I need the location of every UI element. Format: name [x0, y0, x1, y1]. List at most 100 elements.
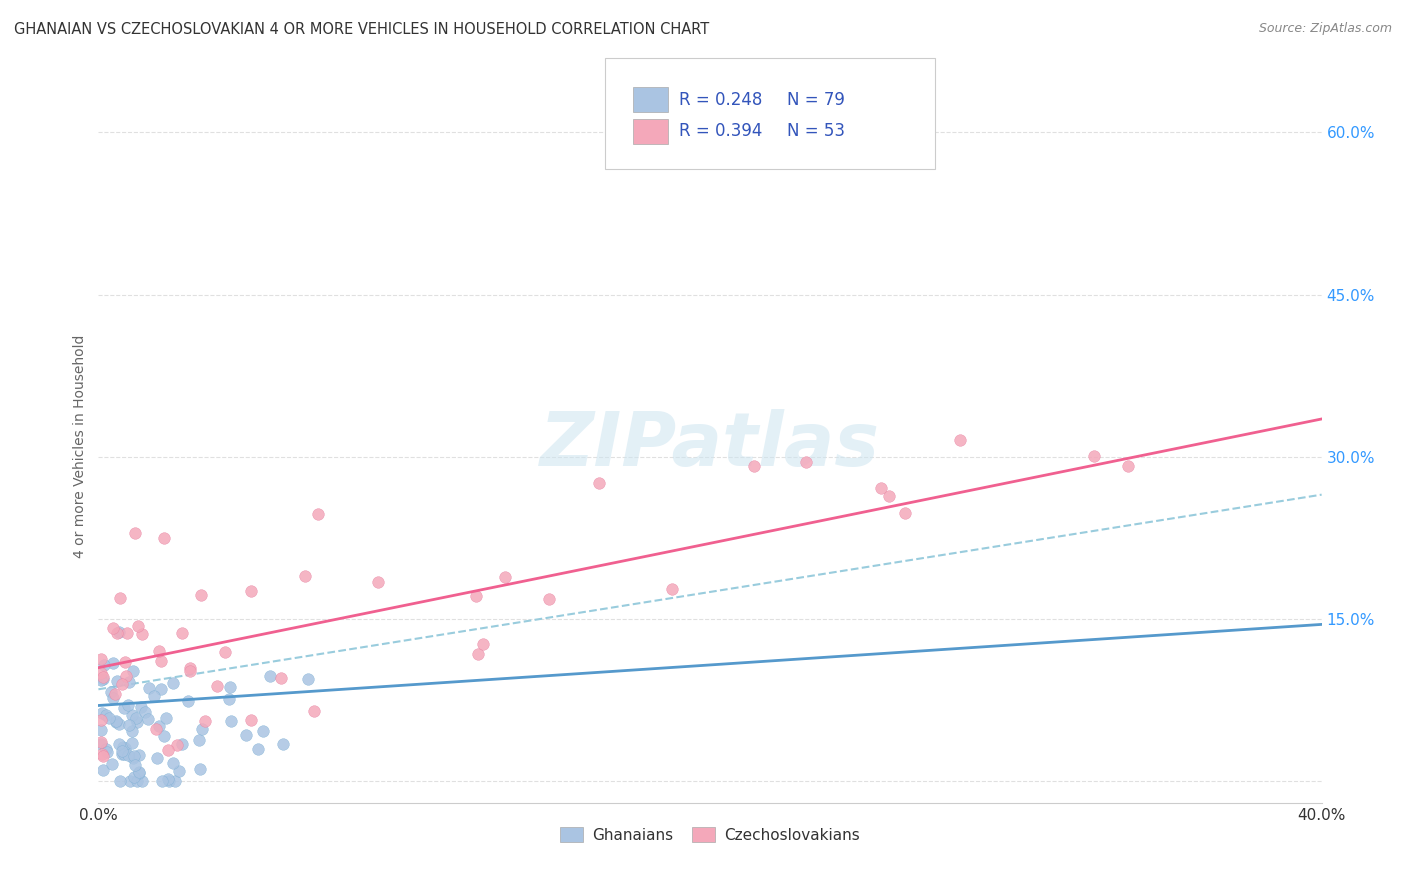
- Point: [114, 740, 136, 755]
- Point: [142, 690, 165, 704]
- Point: [90, 673, 112, 687]
- Point: [91, 749, 114, 764]
- Point: [100, 685, 122, 699]
- Point: [112, 700, 135, 714]
- Point: [190, 588, 212, 602]
- Point: [166, 738, 188, 752]
- Point: [1083, 449, 1105, 463]
- Point: [121, 664, 143, 678]
- Point: [124, 758, 146, 772]
- Point: [91, 670, 114, 684]
- Point: [101, 691, 124, 706]
- Point: [128, 747, 150, 762]
- Point: [114, 655, 136, 669]
- Point: [90, 723, 112, 737]
- Point: [157, 743, 180, 757]
- Point: [103, 622, 125, 636]
- Point: [188, 762, 211, 776]
- Point: [122, 748, 145, 763]
- Point: [157, 774, 180, 789]
- Point: [131, 627, 153, 641]
- Point: [90, 665, 112, 680]
- Point: [148, 644, 170, 658]
- Point: [117, 718, 139, 732]
- Text: R = 0.394: R = 0.394: [679, 122, 762, 140]
- Point: [121, 724, 143, 739]
- Point: [259, 668, 281, 682]
- Point: [128, 766, 150, 780]
- Point: [108, 591, 131, 606]
- Point: [125, 715, 148, 730]
- Point: [177, 694, 200, 708]
- Point: [893, 507, 915, 521]
- Point: [297, 672, 319, 686]
- Point: [138, 681, 160, 695]
- Point: [108, 717, 131, 731]
- Point: [170, 737, 193, 751]
- Point: [240, 584, 263, 599]
- Point: [148, 719, 170, 733]
- Point: [96, 708, 118, 723]
- Point: [117, 747, 139, 762]
- Point: [150, 681, 173, 696]
- Point: [105, 714, 128, 728]
- Text: GHANAIAN VS CZECHOSLOVAKIAN 4 OR MORE VEHICLES IN HOUSEHOLD CORRELATION CHART: GHANAIAN VS CZECHOSLOVAKIAN 4 OR MORE VE…: [14, 22, 709, 37]
- Point: [105, 626, 128, 640]
- Point: [108, 774, 131, 789]
- Point: [879, 489, 901, 503]
- Point: [155, 711, 177, 725]
- Point: [136, 712, 159, 726]
- Point: [127, 619, 149, 633]
- Point: [98, 711, 121, 725]
- Point: [100, 756, 122, 771]
- Point: [90, 713, 112, 727]
- Point: [270, 671, 292, 685]
- Text: ZIPatlas: ZIPatlas: [540, 409, 880, 483]
- Point: [91, 763, 114, 777]
- Point: [96, 745, 118, 759]
- Point: [167, 764, 190, 779]
- Point: [271, 737, 294, 751]
- Point: [367, 574, 389, 589]
- Point: [302, 704, 325, 718]
- Point: [110, 744, 132, 758]
- Point: [467, 647, 489, 661]
- Point: [949, 433, 972, 447]
- Point: [219, 714, 242, 729]
- Point: [794, 454, 817, 468]
- Point: [869, 481, 891, 495]
- Text: N = 79: N = 79: [787, 91, 845, 109]
- Point: [125, 774, 148, 789]
- Point: [90, 737, 112, 751]
- Point: [179, 664, 201, 678]
- Point: [742, 459, 765, 474]
- Point: [235, 728, 257, 742]
- Point: [294, 569, 316, 583]
- Point: [163, 774, 186, 789]
- Point: [91, 673, 114, 687]
- Text: Source: ZipAtlas.com: Source: ZipAtlas.com: [1258, 22, 1392, 36]
- Point: [191, 722, 214, 736]
- Point: [115, 626, 138, 640]
- Point: [219, 680, 242, 694]
- Point: [121, 735, 143, 749]
- Point: [96, 742, 118, 756]
- Point: [145, 723, 167, 737]
- Text: R = 0.248: R = 0.248: [679, 91, 762, 109]
- Point: [104, 714, 127, 729]
- Point: [588, 475, 610, 490]
- Point: [111, 676, 134, 690]
- Point: [152, 531, 174, 545]
- Point: [122, 770, 145, 784]
- Point: [122, 751, 145, 765]
- Point: [661, 582, 683, 597]
- Point: [107, 737, 129, 751]
- Point: [150, 774, 173, 789]
- Point: [307, 508, 329, 522]
- Point: [91, 706, 114, 721]
- Point: [157, 772, 180, 786]
- Point: [162, 676, 184, 690]
- Point: [146, 751, 169, 765]
- Point: [114, 668, 136, 682]
- Y-axis label: 4 or more Vehicles in Household: 4 or more Vehicles in Household: [73, 334, 87, 558]
